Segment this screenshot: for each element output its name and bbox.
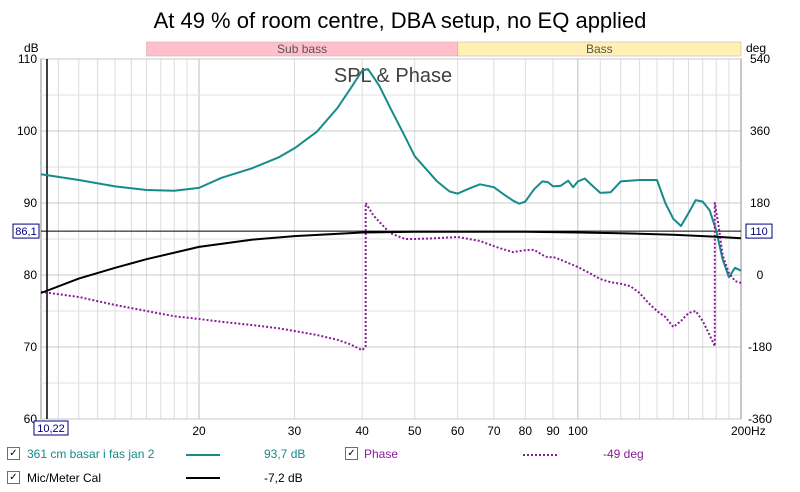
series-3-label[interactable]: Mic/Meter Cal: [27, 471, 102, 485]
series-2-label[interactable]: Phase: [364, 447, 399, 461]
series-2-checkbox[interactable]: ✓: [345, 447, 358, 460]
x-tick-end: 200Hz: [731, 424, 766, 438]
series-2-swatch: [523, 454, 557, 456]
cursor-readout-right-box: [745, 223, 773, 239]
y-tick-left: 80: [24, 268, 38, 282]
series-1-label[interactable]: 361 cm basar i fas jan 2: [27, 447, 155, 461]
overlay-title: SPL & Phase: [334, 65, 452, 87]
series-2-value: -49 deg: [603, 447, 644, 461]
x-tick: 80: [519, 424, 533, 438]
cursor-readout-left-box: [12, 223, 40, 239]
y-tick-right: 0: [757, 268, 764, 282]
y-axis-label-left: dB: [24, 41, 39, 55]
x-tick: 60: [451, 424, 465, 438]
x-tick: 30: [288, 424, 302, 438]
x-tick: 100: [568, 424, 588, 438]
y-tick-right: 360: [750, 124, 770, 138]
series-1-value: 93,7 dB: [264, 447, 306, 461]
y-axis-label-right: deg: [746, 41, 766, 55]
band-2: [457, 41, 742, 57]
cursor-readout-right: 110: [750, 226, 768, 238]
x-tick: 90: [546, 424, 560, 438]
y-tick-right: 180: [750, 196, 770, 210]
y-tick-left: 90: [24, 196, 38, 210]
x-tick: 40: [355, 424, 369, 438]
y-tick-right: -180: [748, 340, 772, 354]
series-3-value: -7,2 dB: [264, 471, 303, 485]
y-tick-left: 70: [24, 340, 38, 354]
x-tick: 50: [408, 424, 422, 438]
series-line-2: [40, 202, 742, 352]
y-tick-left: 100: [17, 124, 37, 138]
x-tick: 70: [487, 424, 501, 438]
x-tick: 20: [192, 424, 206, 438]
band-label-2: Bass: [586, 42, 613, 56]
chart-title: At 49 % of room centre, DBA setup, no EQ…: [153, 8, 647, 33]
y-tick-right: -360: [748, 412, 772, 426]
y-tick-left: 110: [18, 52, 37, 66]
series-line-3: [40, 230, 742, 294]
series-3-swatch: [186, 477, 220, 479]
series-line-1: [40, 68, 742, 279]
series-1-swatch: [186, 454, 220, 456]
series-3-checkbox[interactable]: ✓: [7, 471, 20, 484]
y-tick-right: 540: [750, 52, 770, 66]
band-label-1: Sub bass: [277, 42, 327, 56]
series-1-checkbox[interactable]: ✓: [7, 447, 20, 460]
cursor-readout-x: 10,22: [37, 423, 65, 435]
cursor-readout-x-box: [33, 420, 69, 436]
cursor-readout-left: 86,1: [15, 226, 36, 238]
